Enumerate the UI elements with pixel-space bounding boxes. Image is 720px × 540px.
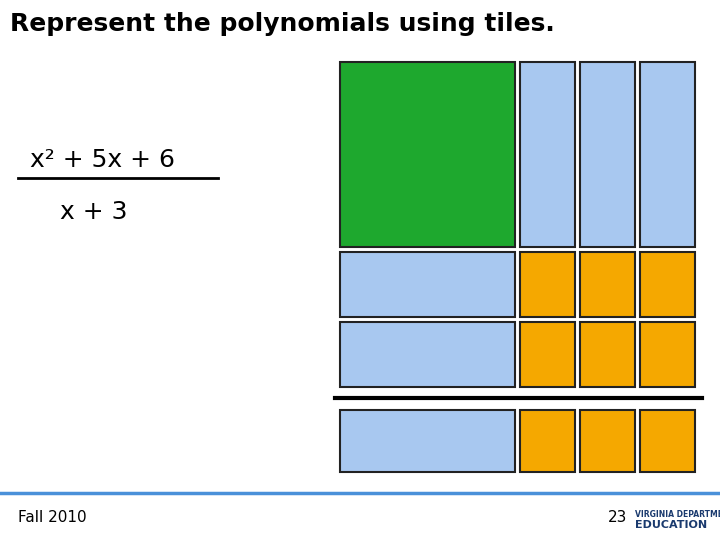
Bar [520, 62, 575, 247]
Text: Represent the polynomials using tiles.: Represent the polynomials using tiles. [10, 12, 554, 36]
Text: x + 3: x + 3 [60, 200, 127, 224]
Text: 23: 23 [608, 510, 627, 525]
Bar [640, 322, 695, 387]
Bar [340, 410, 515, 472]
Bar [580, 410, 635, 472]
Bar [340, 62, 515, 247]
Text: VIRGINIA DEPARTMENT OF: VIRGINIA DEPARTMENT OF [635, 510, 720, 519]
Bar [520, 410, 575, 472]
Bar [340, 322, 515, 387]
Bar [520, 252, 575, 317]
Text: x² + 5x + 6: x² + 5x + 6 [30, 148, 175, 172]
Bar [580, 322, 635, 387]
Bar [580, 252, 635, 317]
Text: Fall 2010: Fall 2010 [18, 510, 86, 525]
Bar [640, 410, 695, 472]
Bar [640, 252, 695, 317]
Bar [580, 62, 635, 247]
Bar [640, 62, 695, 247]
Bar [340, 252, 515, 317]
Bar [520, 322, 575, 387]
Text: EDUCATION: EDUCATION [635, 520, 707, 530]
